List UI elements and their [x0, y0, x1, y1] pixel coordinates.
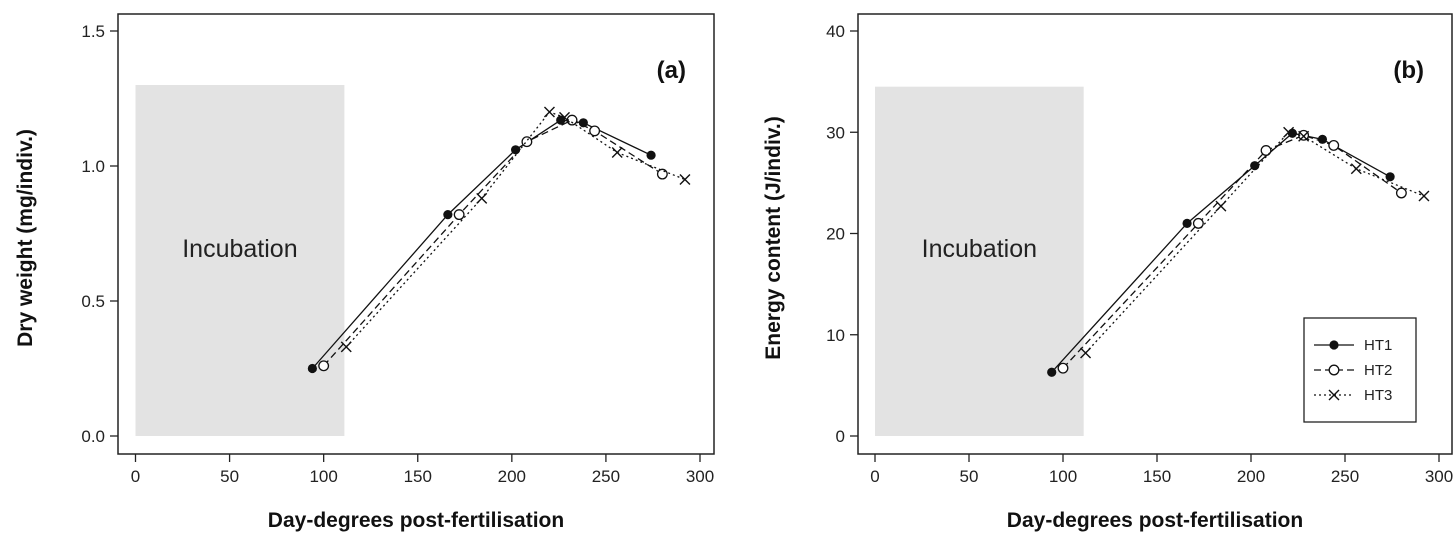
y-tick-label: 1.0	[81, 157, 105, 176]
series-line-ht2	[323, 119, 663, 367]
data-point-ht2	[656, 168, 668, 180]
data-point-ht2	[1260, 145, 1272, 156]
x-tick-label: 200	[1237, 467, 1265, 486]
x-axis-title: Day-degrees post-fertilisation	[1007, 509, 1303, 532]
x-tick-label: 250	[1331, 467, 1359, 486]
data-point-ht2	[453, 209, 465, 221]
panel-label: (a)	[657, 57, 686, 84]
series-line-ht1	[311, 119, 652, 369]
data-point-ht3	[611, 147, 623, 158]
data-point-ht2	[589, 125, 601, 137]
data-point-ht1	[443, 210, 453, 220]
data-point-ht3	[1418, 190, 1430, 202]
incubation-label: Incubation	[182, 235, 297, 263]
data-point-ht1	[1047, 367, 1057, 377]
y-tick-label: 1.5	[81, 22, 105, 41]
y-tick-label: 20	[826, 225, 845, 244]
data-point-ht1	[1385, 172, 1395, 182]
data-point-ht2	[1057, 362, 1069, 374]
data-point-ht1	[1182, 218, 1192, 228]
data-point-ht2	[1192, 217, 1204, 229]
legend-box	[1303, 317, 1417, 423]
data-point-ht1	[307, 363, 317, 374]
y-tick-label: 0.5	[81, 292, 105, 311]
x-tick-label: 250	[592, 467, 620, 486]
legend-marker	[1328, 364, 1340, 376]
legend-label: HT2	[1364, 362, 1392, 379]
data-point-ht3	[1298, 130, 1310, 142]
incubation-label: Incubation	[922, 235, 1037, 263]
incubation-shade	[135, 85, 345, 436]
data-point-ht1	[646, 150, 656, 160]
series-line-ht3	[1085, 131, 1425, 354]
incubation-shade	[875, 86, 1084, 436]
data-point-ht2	[1395, 187, 1407, 199]
chart-panel-b: Incubation 0 50 100 150 200 250 300 0 10 20 30 40 Day…	[762, 13, 1453, 532]
data-point-ht2	[1328, 139, 1340, 151]
data-point-ht3	[559, 111, 571, 123]
x-tick-label: 100	[309, 467, 337, 486]
data-point-ht3	[1215, 200, 1227, 212]
x-axis-title: Day-degrees post-fertilisation	[268, 509, 564, 532]
plot-frame	[117, 13, 715, 455]
y-tick-label: 0	[836, 427, 845, 446]
y-tick-label: 40	[826, 22, 845, 41]
data-point-ht3	[340, 341, 352, 353]
x-tick-label: 0	[131, 467, 140, 486]
y-tick-label: 10	[826, 326, 845, 345]
data-point-ht3	[679, 174, 691, 185]
data-point-ht3	[1283, 126, 1295, 138]
x-tick-label: 150	[1143, 467, 1171, 486]
y-tick-label: 30	[826, 123, 845, 142]
x-tick-label: 300	[1425, 467, 1453, 486]
x-tick-label: 50	[220, 467, 239, 486]
data-point-ht1	[1317, 134, 1328, 144]
data-point-ht1	[556, 115, 566, 125]
y-axis-title: Energy content (J/indiv.)	[762, 116, 785, 359]
data-point-ht2	[318, 360, 330, 372]
x-tick-label: 200	[498, 467, 526, 486]
legend-label: HT3	[1364, 387, 1392, 404]
chart-panel-a: Incubation 0 50 100 150 200 250 300 0.0 0.5 1.0 1.5…	[14, 13, 715, 532]
data-point-ht1	[1250, 161, 1260, 171]
data-point-ht3	[476, 192, 488, 204]
y-axis-title: Dry weight (mg/indiv.)	[14, 129, 37, 347]
x-tick-label: 0	[870, 467, 879, 486]
legend-label: HT1	[1364, 337, 1392, 354]
legend-marker	[1328, 389, 1340, 401]
data-point-ht3	[1350, 163, 1362, 175]
x-tick-label: 50	[960, 467, 979, 486]
data-point-ht3	[1080, 347, 1092, 359]
data-point-ht1	[578, 118, 588, 128]
x-tick-label: 100	[1049, 467, 1077, 486]
y-tick-label: 0.0	[81, 427, 105, 446]
x-tick-label: 300	[686, 467, 714, 486]
x-tick-label: 150	[404, 467, 432, 486]
data-point-ht3	[543, 106, 555, 118]
legend-marker	[1329, 340, 1339, 350]
series-line-ht2	[1062, 134, 1402, 369]
panel-label: (b)	[1393, 57, 1424, 84]
data-point-ht2	[521, 136, 533, 148]
